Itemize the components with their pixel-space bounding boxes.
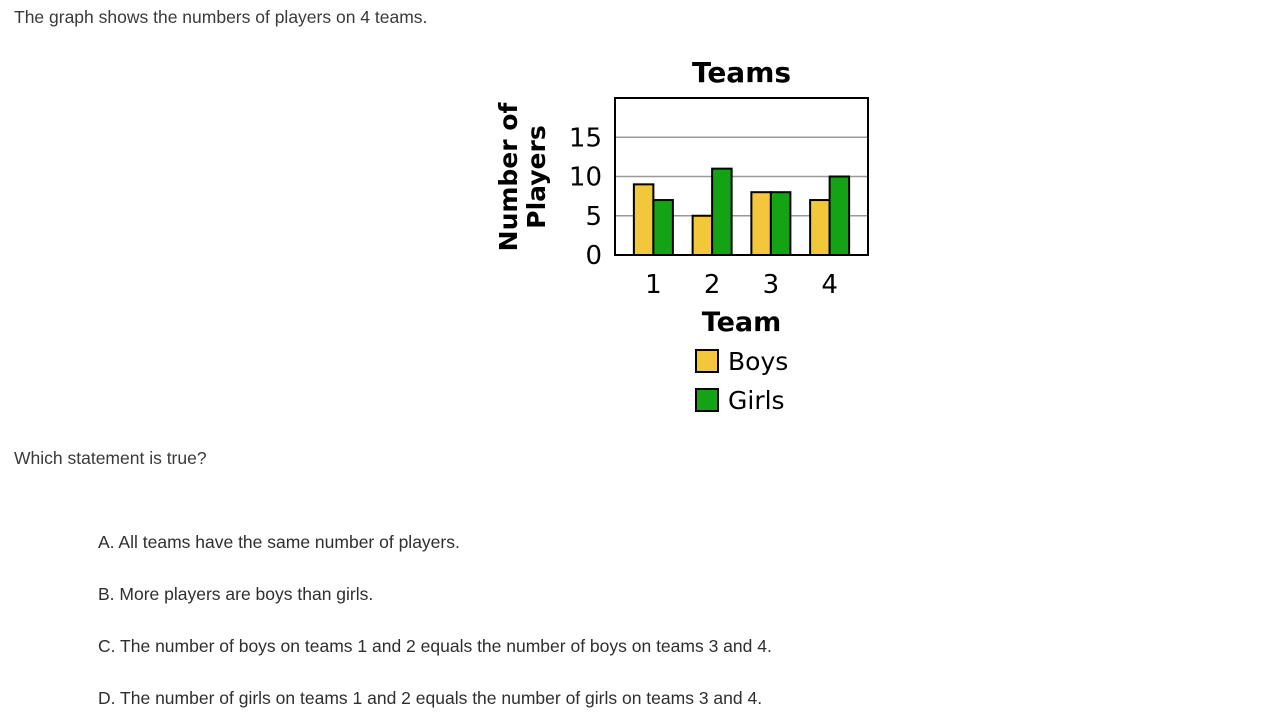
bar-boys-team-4 [809,199,831,257]
bar-girls-team-2 [711,167,733,256]
y-tick-label-15: 15 [569,123,602,153]
answer-option-a: A. All teams have the same number of pla… [98,532,460,552]
girls-legend-label: Girls [728,385,785,415]
chart-plot-area: 1 2 3 4 0 5 10 15 [569,97,869,300]
x-tick-label-4: 4 [821,270,838,300]
bar-girls-team-1 [652,199,674,257]
y-tick-label-10: 10 [569,163,602,193]
bar-boys-team-3 [750,191,772,256]
plot-border [614,97,869,256]
x-tick-label-2: 2 [704,270,721,300]
intro-text: The graph shows the numbers of players o… [14,7,428,27]
chart-title: Teams [691,56,792,89]
chart-legend: Boys Girls [695,346,788,424]
boys-legend-label: Boys [728,346,789,376]
answer-option-b: B. More players are boys than girls. [98,584,374,604]
x-axis-label: Team [701,307,782,338]
girls-legend-swatch [695,388,719,412]
answer-option-c: C. The number of boys on teams 1 and 2 e… [98,636,772,656]
bar-boys-team-1 [632,183,655,257]
question-text: Which statement is true? [14,448,207,468]
y-tick-label-5: 5 [585,202,602,232]
boys-legend-swatch [695,349,719,373]
y-tick-label-0: 0 [585,241,602,271]
legend-item-boys: Boys [695,346,788,376]
bar-girls-team-3 [769,191,792,256]
answer-option-d: D. The number of girls on teams 1 and 2 … [98,688,763,708]
x-tick-label-3: 3 [763,270,780,300]
bar-boys-team-2 [691,214,714,256]
x-tick-label-1: 1 [645,270,662,300]
bar-girls-team-4 [828,175,851,256]
legend-item-girls: Girls [695,385,788,415]
bar-chart: Teams Number of Players 1 2 3 4 0 5 10 15 Team … [440,55,900,425]
